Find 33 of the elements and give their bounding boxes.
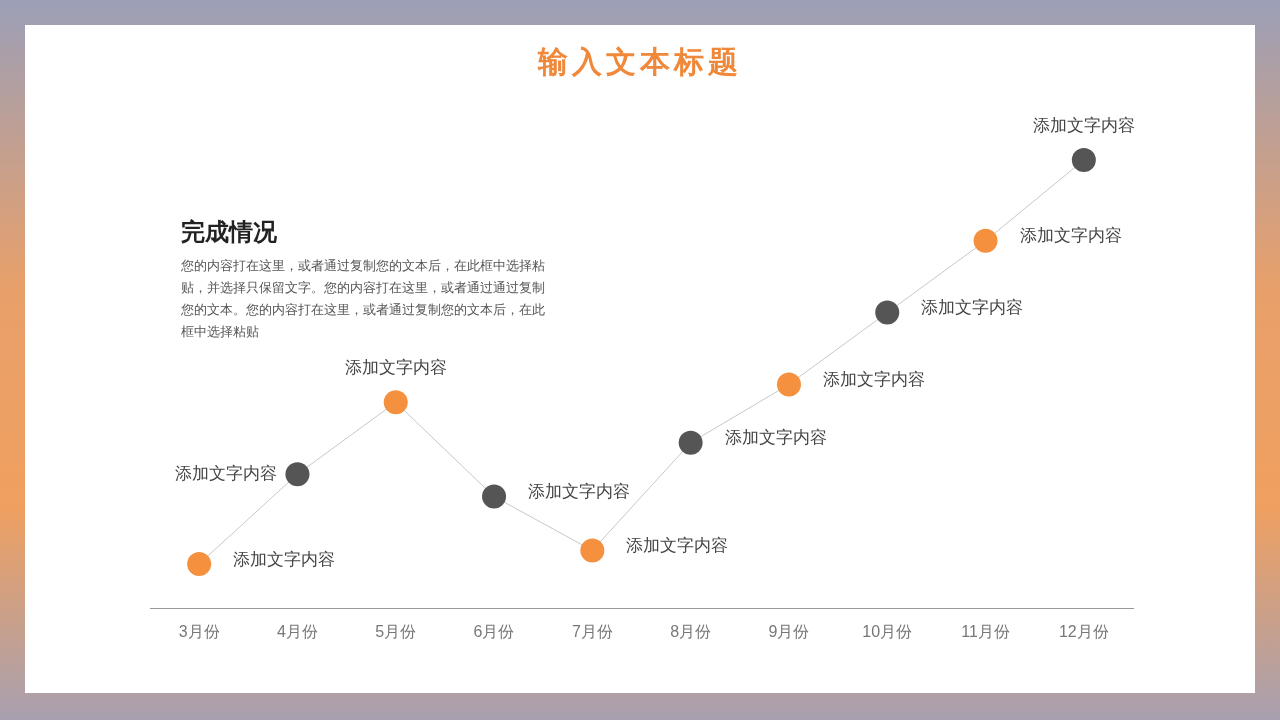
annotation: 添加文字内容 [921, 298, 1024, 318]
point [383, 390, 408, 415]
x-tick-label: 11月份 [961, 622, 1010, 640]
point [776, 372, 801, 397]
annotation: 添加文字内容 [1019, 226, 1122, 246]
x-tick-label: 7月份 [571, 622, 613, 640]
point [875, 300, 900, 325]
annotation: 您的内容打在这里，或者通过复制您的文本后，在此框中选择粘贴，并选择只保留文字。您的内容打在这里，或者通过通过复制您的文本。您的内容打在这里，或者通过复制您的文本后，在此框中选择粘贴 [181, 257, 546, 341]
x-tick-label: 9月份 [768, 622, 810, 640]
chart-title: 输入文本标题 [536, 43, 743, 81]
annotation: 添加文字内容 [626, 536, 729, 556]
x-tick-label: 6月份 [473, 622, 515, 640]
point [678, 430, 703, 455]
annotation: 添加文字内容 [1032, 115, 1135, 135]
x-tick-label: 3月份 [178, 622, 220, 640]
x-tick-label: 12月份 [1058, 622, 1109, 640]
point [973, 228, 998, 253]
annotation: 添加文字内容 [724, 428, 827, 448]
annotation: 完成情况 [181, 217, 277, 248]
x-tick-label: 8月份 [670, 622, 712, 640]
x-tick-label: 10月份 [862, 622, 913, 640]
annotation: 添加文字内容 [233, 549, 336, 569]
annotation: 添加文字内容 [528, 482, 631, 502]
point [580, 538, 605, 563]
point [482, 484, 507, 509]
x-tick-label: 5月份 [375, 622, 417, 640]
annotation: 添加文字内容 [175, 463, 278, 483]
annotation: 添加文字内容 [822, 370, 925, 390]
annotation: 添加文字内容 [344, 358, 447, 378]
x-tick-label: 4月份 [277, 622, 318, 640]
point [285, 462, 310, 487]
point [1071, 148, 1096, 172]
point [187, 551, 212, 576]
